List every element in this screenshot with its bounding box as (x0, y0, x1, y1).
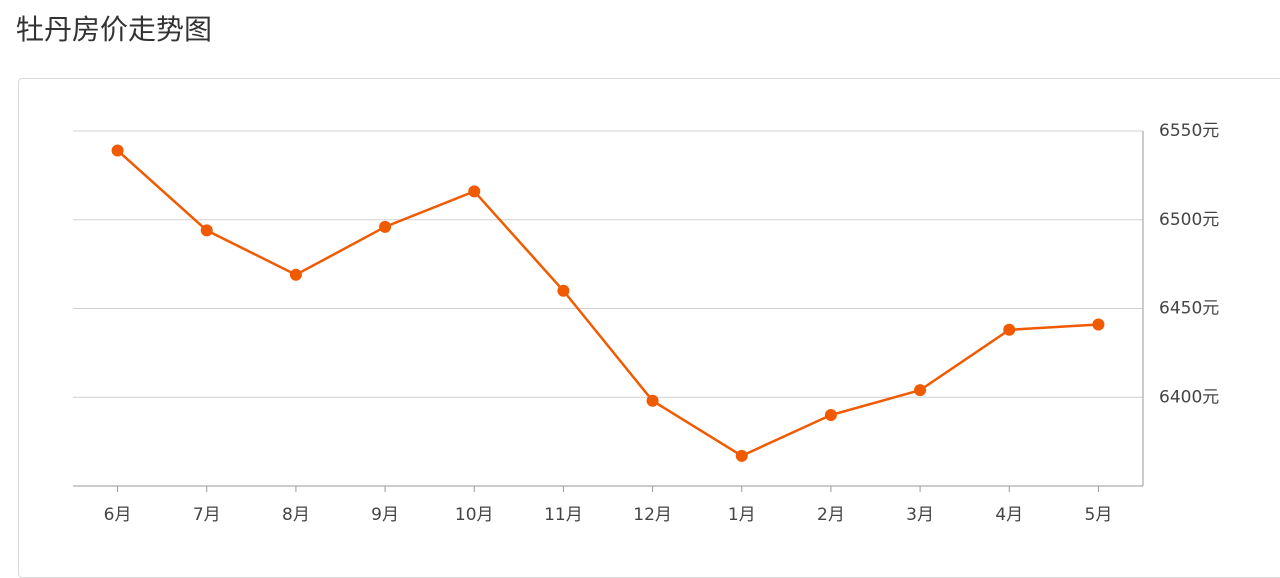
point (111, 144, 124, 157)
point (735, 449, 748, 462)
point (289, 268, 302, 281)
point (468, 185, 481, 198)
point (557, 284, 570, 297)
x-tick-label: 3月 (906, 505, 934, 525)
point (379, 220, 392, 233)
line (116, 149, 1099, 458)
point (200, 224, 213, 237)
chart: 6400元 6450元 6500元 6550元 6月 7月 8月 9月 10月 11月 12月 1月 2… (73, 121, 1219, 525)
y-tick-label: 6450元 (1159, 299, 1219, 319)
page: {"chart_data": {"type": "line", "title":… (16, 13, 1280, 578)
chart-title: 牡丹房价走势图 (16, 13, 213, 46)
x-tick-label: 7月 (193, 505, 221, 525)
x-tick-label: 8月 (282, 505, 310, 525)
x-tick-label: 1月 (728, 505, 756, 525)
x-tick-label: 10月 (455, 505, 494, 525)
x-tick-label: 11月 (544, 505, 583, 525)
x-tick-label: 6月 (104, 505, 132, 525)
point (1092, 318, 1105, 331)
point (914, 384, 927, 397)
point (646, 394, 659, 407)
x-tick-label: 12月 (633, 505, 672, 525)
point (824, 409, 837, 421)
x-tick-label: 2月 (817, 505, 845, 525)
x-tick-label: 5月 (1085, 505, 1113, 525)
y-tick-label: 6400元 (1159, 387, 1219, 407)
y-tick-label: 6500元 (1159, 210, 1219, 230)
y-tick-label: 6550元 (1159, 121, 1219, 141)
x-tick-label: 9月 (371, 505, 399, 525)
x-tick-label: 4月 (995, 505, 1023, 525)
point (1003, 323, 1016, 336)
